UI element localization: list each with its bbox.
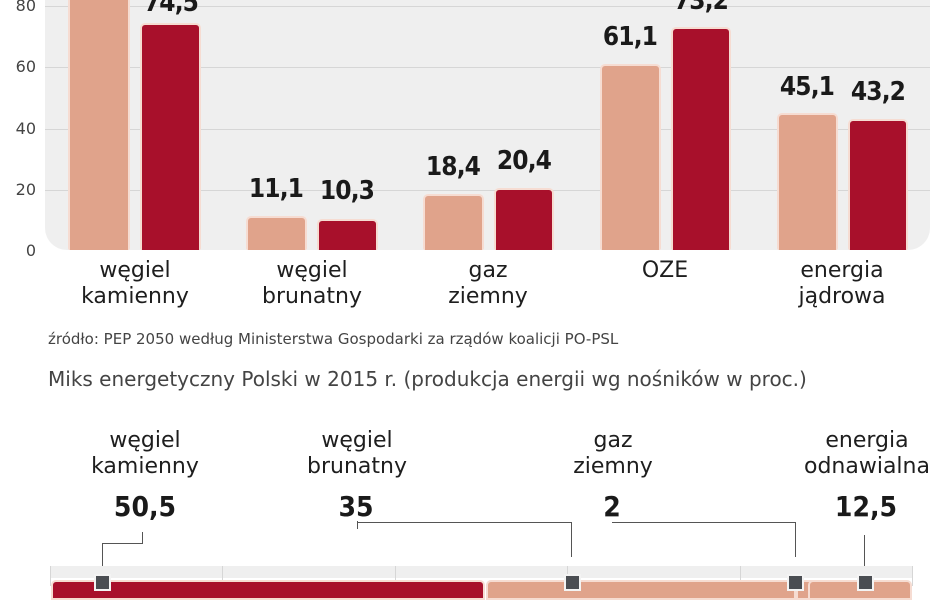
mix-value-wegiel-brunatny: 35	[338, 490, 374, 523]
value-label-oze-2: 73,2	[673, 0, 729, 16]
mix-label-line1: węgiel	[109, 428, 181, 453]
value-label-energia-jadrowa-2: 43,2	[850, 77, 906, 107]
mix-label-energia-odnawialna: energia odnawialna	[782, 428, 948, 480]
category-line1: OZE	[641, 258, 689, 283]
bar-wegiel-brunatny-series2	[317, 219, 378, 250]
leader-line-wegiel-kamienny-h	[102, 543, 143, 544]
mix-label-line1: węgiel	[321, 428, 393, 453]
marker-energia-odnawialna	[857, 574, 874, 591]
mix-label-gaz-ziemny: gaz ziemny	[528, 428, 698, 480]
y-tick-60: 60	[15, 57, 36, 76]
mix-label-line1: energia	[825, 428, 909, 453]
value-label-wegiel-kamienny-2: 74,5	[143, 0, 199, 18]
marker-wegiel-kamienny	[94, 574, 111, 591]
mix-label-wegiel-brunatny: węgiel brunatny	[272, 428, 442, 480]
leader-line-wegiel-kamienny-v2	[142, 532, 143, 544]
category-label-wegiel-kamienny: węgiel kamienny	[50, 258, 220, 310]
bar-gaz-ziemny-series2	[494, 188, 554, 250]
mix-gridline	[50, 566, 51, 586]
mix-gridline	[222, 566, 223, 586]
y-tick-0: 0	[25, 241, 36, 260]
category-line2: jądrowa	[798, 284, 886, 309]
segment-wegiel-kamienny	[51, 580, 485, 600]
gridline-80	[45, 6, 930, 7]
mix-label-line2: brunatny	[307, 454, 407, 479]
bar-energia-jadrowa-series2	[848, 119, 908, 250]
segment-wegiel-brunatny	[486, 580, 796, 600]
category-line1: gaz	[468, 258, 508, 283]
value-label-gaz-ziemny-1: 18,4	[425, 152, 481, 182]
bar-wegiel-brunatny-series1	[246, 216, 307, 250]
bar-wegiel-kamienny-series2	[140, 23, 201, 250]
y-tick-40: 40	[15, 119, 36, 138]
mix-label-line1: gaz	[593, 428, 633, 453]
value-label-oze-1: 61,1	[602, 22, 658, 52]
category-label-energia-jadrowa: energia jądrowa	[757, 258, 927, 310]
category-label-wegiel-brunatny: węgiel brunatny	[227, 258, 397, 310]
mix-label-line2: kamienny	[91, 454, 199, 479]
mix-value-energia-odnawialna: 12,5	[834, 490, 898, 523]
category-line1: energia	[800, 258, 884, 283]
bar-energia-jadrowa-series1	[777, 113, 838, 250]
category-line1: węgiel	[99, 258, 171, 283]
leader-line-energia-odnawialna	[864, 535, 865, 577]
y-tick-20: 20	[15, 180, 36, 199]
leader-line-gaz-ziemny-h	[612, 522, 795, 523]
leader-line-wegiel-brunatny-h	[357, 522, 571, 523]
bar-oze-series2	[671, 27, 731, 250]
chart-subtitle: Miks energetyczny Polski w 2015 r. (prod…	[48, 367, 807, 391]
source-note: źródło: PEP 2050 według Ministerstwa Gos…	[48, 330, 619, 348]
marker-wegiel-brunatny	[564, 574, 581, 591]
bar-gaz-ziemny-series1	[423, 194, 484, 250]
bar-oze-series1	[600, 64, 661, 250]
gridline-40	[45, 129, 930, 130]
leader-line-gaz-ziemny-down	[795, 522, 796, 557]
mix-gridline	[395, 566, 396, 586]
category-label-oze: OZE	[580, 258, 750, 284]
leader-line-wegiel-kamienny	[102, 543, 103, 577]
mix-value-wegiel-kamienny: 50,5	[113, 490, 177, 523]
marker-gaz-ziemny	[787, 574, 804, 591]
leader-line-wegiel-brunatny-v	[357, 521, 358, 529]
y-tick-80: 80	[15, 0, 36, 15]
mix-value-gaz-ziemny: 2	[603, 490, 621, 523]
gridline-20	[45, 190, 930, 191]
mix-track	[50, 566, 912, 578]
mix-label-wegiel-kamienny: węgiel kamienny	[60, 428, 230, 480]
mix-gridline	[912, 566, 913, 586]
value-label-energia-jadrowa-1: 45,1	[779, 72, 835, 102]
mix-label-line2: odnawialna	[804, 454, 930, 479]
category-line2: kamienny	[81, 284, 189, 309]
bar-wegiel-kamienny-series1	[68, 0, 130, 250]
value-label-wegiel-brunatny-1: 11,1	[248, 174, 304, 204]
category-label-gaz-ziemny: gaz ziemny	[403, 258, 573, 310]
value-label-wegiel-brunatny-2: 10,3	[319, 176, 375, 206]
value-label-gaz-ziemny-2: 20,4	[496, 146, 552, 176]
gridline-60	[45, 67, 930, 68]
mix-label-line2: ziemny	[573, 454, 653, 479]
leader-line-wegiel-brunatny-down	[571, 522, 572, 557]
mix-gridline	[740, 566, 741, 586]
category-line1: węgiel	[276, 258, 348, 283]
category-line2: brunatny	[262, 284, 362, 309]
category-line2: ziemny	[448, 284, 528, 309]
